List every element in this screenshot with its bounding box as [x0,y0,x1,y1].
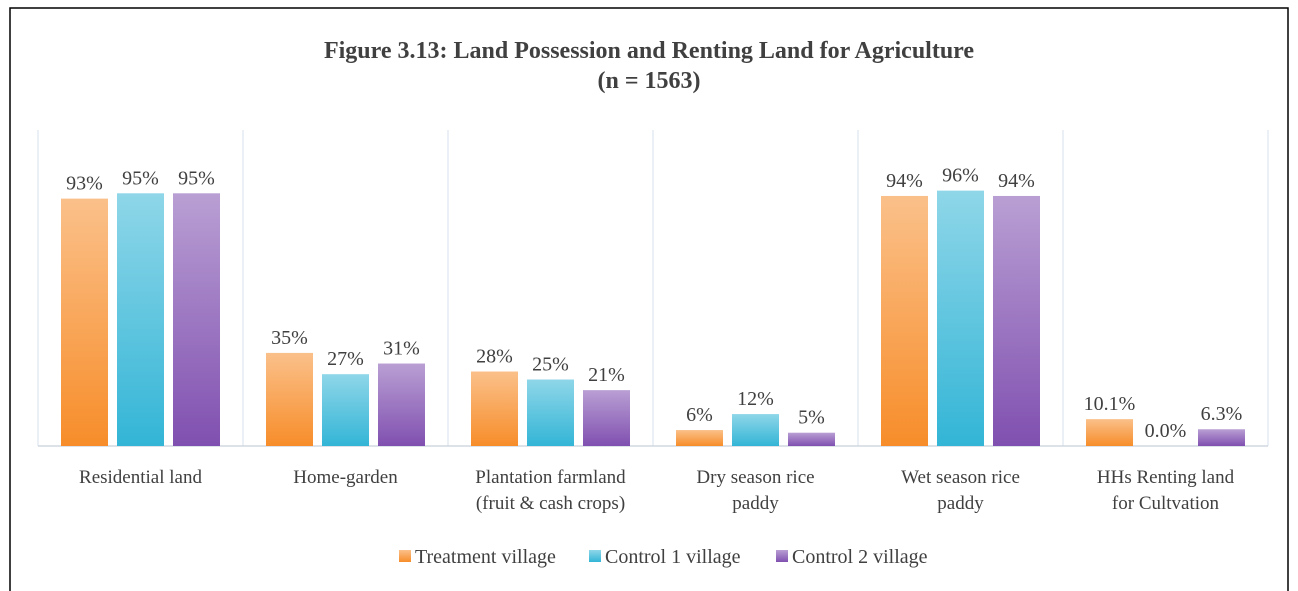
bar [788,432,835,446]
legend-label: Control 1 village [605,546,741,568]
legend-swatch [776,550,788,562]
data-label: 5% [798,407,825,429]
bar [732,414,779,446]
legend-swatch [589,550,601,562]
data-label: 35% [271,327,308,349]
bar [676,430,723,446]
x-tick-label: Home-garden [293,467,398,488]
data-label: 25% [532,354,569,376]
legend-swatch [399,550,411,562]
data-label: 95% [122,167,159,189]
data-label: 93% [66,173,103,195]
data-label: 21% [588,364,625,386]
bar [117,193,164,446]
bar [378,363,425,446]
data-label: 31% [383,338,420,360]
x-tick-label: Residential land [79,467,202,488]
legend-label: Control 2 village [792,546,928,568]
data-label: 0.0% [1145,420,1187,442]
data-label: 96% [942,165,979,187]
bar [1198,429,1245,446]
bar [527,379,574,446]
data-label: 94% [998,170,1035,192]
bar [1086,419,1133,446]
bar [266,352,313,446]
bar [937,190,984,446]
legend-label: Treatment village [415,546,556,568]
bar [61,198,108,446]
bar [881,195,928,446]
data-label: 10.1% [1084,393,1136,415]
bar [583,390,630,446]
bar [173,193,220,446]
chart-frame [9,7,1289,591]
bar [471,371,518,446]
chart-title: Figure 3.13: Land Possession and Renting… [323,38,975,94]
data-label: 95% [178,167,215,189]
x-tick-label: Plantation farmland (fruit & cash crops) [475,467,626,514]
data-label: 28% [476,346,513,368]
x-tick-label: Dry season rice paddy [696,467,815,514]
bar [322,374,369,446]
data-label: 94% [886,170,923,192]
bar [993,195,1040,446]
x-tick-label: Wet season rice paddy [901,467,1020,514]
data-label: 27% [327,348,364,370]
x-tick-label: HHs Renting land for Cultvation [1096,467,1235,514]
data-label: 6% [686,404,713,426]
data-label: 12% [737,388,774,410]
data-label: 6.3% [1201,403,1243,425]
